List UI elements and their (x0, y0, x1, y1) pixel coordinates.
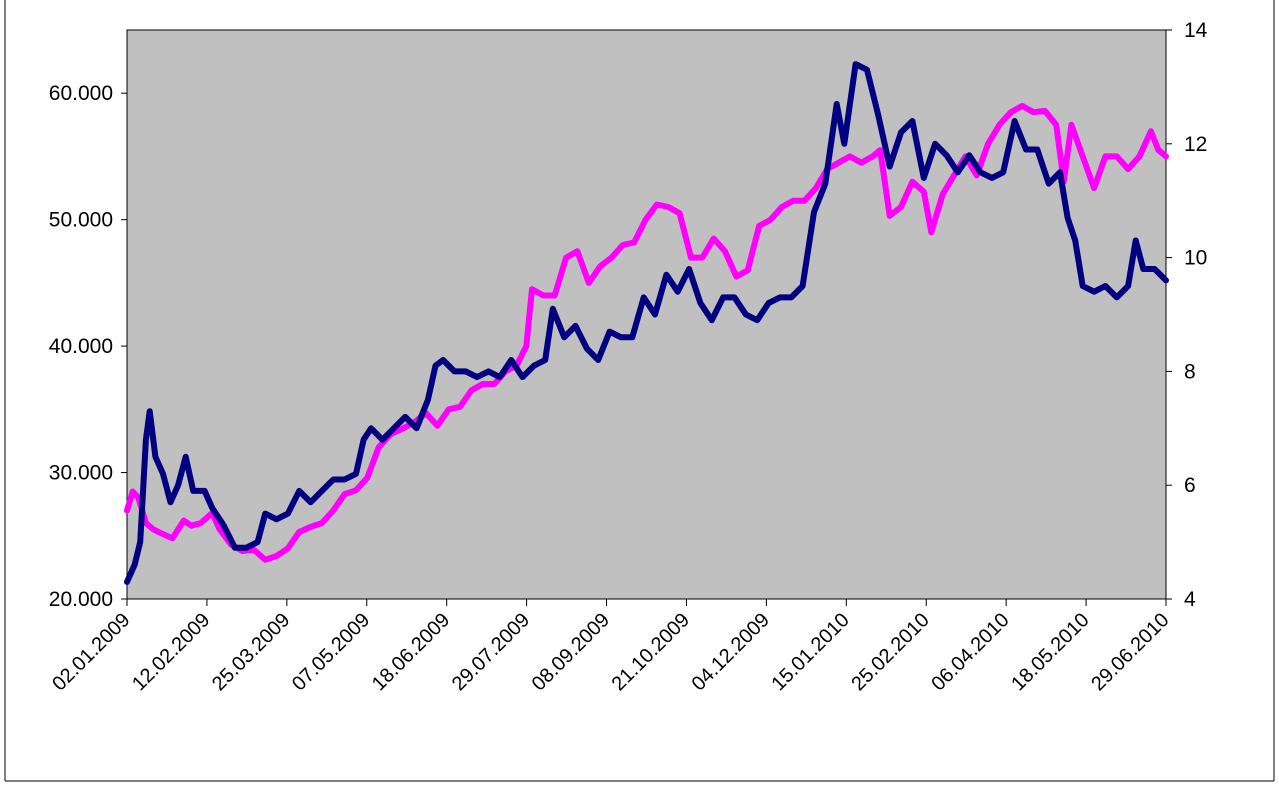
series-line-2 (124, 61, 1169, 585)
x-tick-label: 25.02.2010 (847, 609, 933, 695)
right-tick-label: 12 (1184, 133, 1207, 156)
right-tick-label: 8 (1184, 360, 1196, 383)
left-tick-label: 60.000 (49, 82, 113, 105)
x-tick-label: 18.06.2009 (368, 609, 454, 695)
x-axis: 02.01.200912.02.200925.03.200907.05.2009… (48, 599, 1174, 695)
left-tick-label: 50.000 (49, 209, 113, 232)
x-tick-label: 25.03.2009 (208, 609, 294, 695)
plot-area (126, 29, 1167, 600)
left-tick-label: 40.000 (49, 335, 113, 358)
x-tick-label: 18.05.2010 (1007, 609, 1093, 695)
right-y-axis: 4 6 8 10 12 14 (1166, 19, 1208, 611)
right-tick-label: 14 (1184, 19, 1208, 42)
x-tick-label: 21.10.2009 (608, 609, 694, 695)
x-tick-label: 07.05.2009 (288, 609, 374, 695)
series-line-1 (124, 102, 1169, 563)
x-tick-label: 12.02.2009 (128, 609, 214, 695)
x-tick-label: 29.06.2010 (1087, 609, 1173, 695)
right-tick-label: 10 (1184, 247, 1207, 270)
x-tick-label: 04.12.2009 (688, 609, 774, 695)
x-tick-label: 15.01.2010 (767, 609, 853, 695)
x-tick-label: 08.09.2009 (528, 609, 614, 695)
left-tick-label: 20.000 (49, 588, 113, 611)
x-tick-label: 06.04.2010 (927, 609, 1013, 695)
right-tick-label: 6 (1184, 474, 1196, 497)
left-y-axis: 20.000 30.000 40.000 50.000 60.000 (49, 82, 127, 611)
series-layer (124, 61, 1169, 585)
left-tick-label: 30.000 (49, 462, 113, 485)
x-tick-label: 29.07.2009 (448, 609, 534, 695)
x-tick-label: 02.01.2009 (48, 609, 134, 695)
right-tick-label: 4 (1184, 588, 1196, 611)
